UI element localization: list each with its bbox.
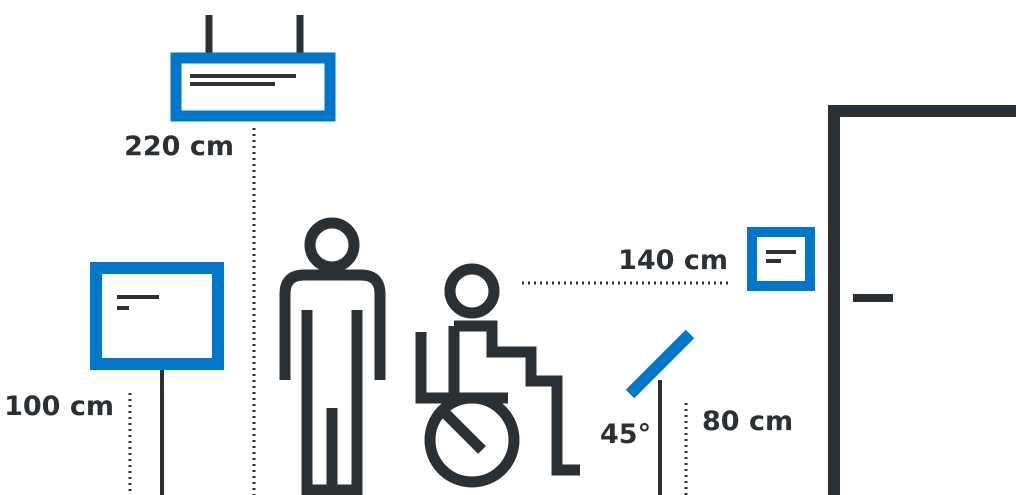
- tilted-lectern-icon: [625, 329, 695, 495]
- lectern-angle-label: 45°: [600, 419, 651, 450]
- wall-sign-icon: [747, 227, 815, 291]
- standing-sign-height-label: 100 cm: [4, 391, 114, 422]
- wall-sign-height-label: 140 cm: [618, 245, 728, 276]
- door-icon: [828, 105, 1016, 495]
- hanging-sign-icon: [170, 15, 336, 122]
- standing-sign-icon: [90, 262, 224, 495]
- lectern-height-label: 80 cm: [702, 406, 793, 437]
- hanging-sign-height-label: 220 cm: [124, 131, 234, 162]
- wheelchair-user-icon: [415, 263, 580, 488]
- standing-person-icon: [279, 217, 386, 495]
